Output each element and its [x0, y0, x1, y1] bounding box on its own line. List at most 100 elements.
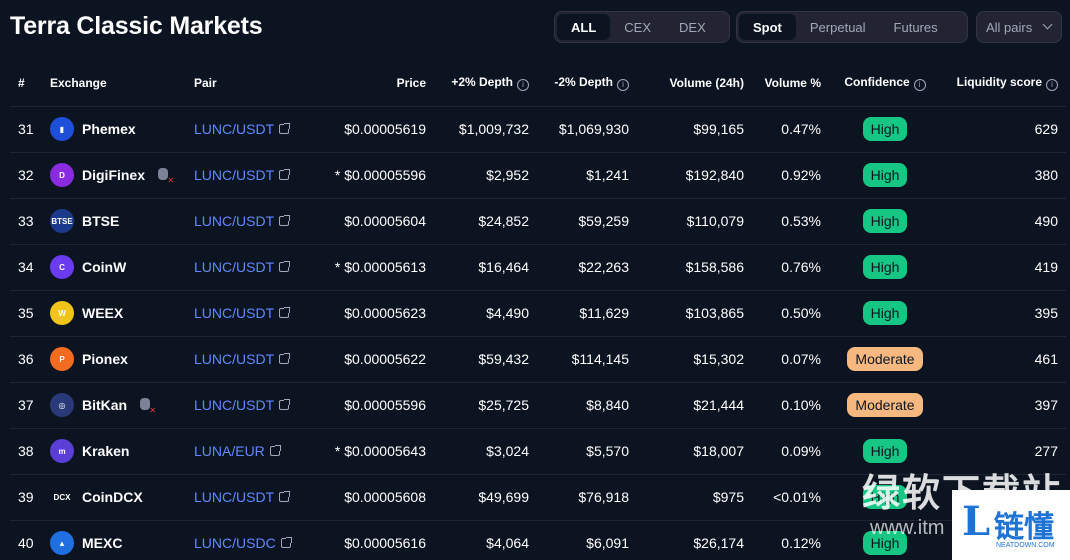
info-icon[interactable]: i [1046, 78, 1058, 91]
col-price[interactable]: Price [306, 60, 434, 107]
rank-cell: 37 [10, 382, 42, 429]
table-row[interactable]: 35 W WEEX LUNC/USDT $0.00005623 $4,490 $11,629… [10, 290, 1066, 337]
rank-cell: 38 [10, 428, 42, 475]
volume-pct-cell: 0.07% [752, 336, 829, 383]
price-cell: * $0.00005596 [306, 152, 434, 199]
pair-cell[interactable]: LUNC/USDT [186, 290, 306, 337]
col-depth-minus[interactable]: -2% Depth i [537, 60, 637, 107]
col-rank[interactable]: # [10, 60, 42, 107]
price-cell: * $0.00005643 [306, 428, 434, 475]
info-icon[interactable]: i [517, 78, 529, 91]
exchange-cell[interactable]: D DigiFinex [42, 152, 186, 199]
exchange-cell[interactable]: ▮ Phemex [42, 106, 186, 153]
pair-link[interactable]: LUNC/USDT [194, 121, 275, 137]
pair-cell[interactable]: LUNC/USDT [186, 474, 306, 521]
depth-minus-cell: $8,840 [537, 382, 637, 429]
exchange-cell[interactable]: DCX CoinDCX [42, 474, 186, 521]
exchange-cell[interactable]: ◎ BitKan [42, 382, 186, 429]
confidence-cell: High [829, 290, 941, 337]
info-icon[interactable]: i [617, 78, 629, 91]
pair-cell[interactable]: LUNC/USDT [186, 244, 306, 291]
col-confidence[interactable]: Confidence i [829, 60, 941, 107]
confidence-cell: High [829, 520, 941, 560]
volume-cell: $158,586 [637, 244, 752, 291]
pair-link[interactable]: LUNC/USDT [194, 305, 275, 321]
info-icon[interactable]: i [913, 78, 926, 91]
pair-link[interactable]: LUNC/USDT [194, 397, 275, 413]
confidence-badge: Moderate [847, 347, 923, 371]
exchange-cell[interactable]: P Pionex [42, 336, 186, 383]
exchange-cell[interactable]: C CoinW [42, 244, 186, 291]
col-liquidity[interactable]: Liquidity score i [941, 60, 1066, 107]
pair-link[interactable]: LUNC/USDT [194, 351, 275, 367]
warning-icon[interactable] [139, 398, 156, 415]
confidence-badge: High [862, 531, 908, 555]
pair-link[interactable]: LUNC/USDT [194, 213, 275, 229]
watermark-logo-text: 链懂 [994, 511, 1054, 544]
pair-cell[interactable]: LUNC/USDT [186, 152, 306, 199]
pairs-dropdown[interactable]: All pairs [976, 11, 1062, 43]
liquidity-cell: 397 [941, 382, 1066, 429]
filter-perpetual-button[interactable]: Perpetual [809, 19, 866, 35]
confidence-badge: High [862, 117, 908, 141]
pair-link[interactable]: LUNC/USDT [194, 259, 275, 275]
external-link-icon[interactable] [279, 261, 291, 272]
external-link-icon[interactable] [280, 537, 292, 548]
pair-cell[interactable]: LUNC/USDT [186, 336, 306, 383]
external-link-icon[interactable] [279, 123, 291, 134]
external-link-icon[interactable] [269, 445, 281, 456]
table-row[interactable]: 40 ▲ MEXC LUNC/USDC $0.00005616 $4,064 $6,091 $… [10, 520, 1066, 560]
volume-pct-cell: 0.76% [752, 244, 829, 291]
exchange-name: CoinDCX [82, 489, 143, 505]
col-depth-plus[interactable]: +2% Depth i [434, 60, 537, 107]
warning-icon[interactable] [157, 168, 174, 185]
external-link-icon[interactable] [279, 215, 291, 226]
exchange-name: MEXC [82, 535, 123, 551]
filter-cex-button[interactable]: CEX [624, 19, 652, 35]
pair-cell[interactable]: LUNC/USDC [186, 520, 306, 560]
exchange-cell[interactable]: ▲ MEXC [42, 520, 186, 560]
pair-link[interactable]: LUNC/USDC [194, 535, 276, 551]
table-row[interactable]: 34 C CoinW LUNC/USDT * $0.00005613 $16,464 $22… [10, 244, 1066, 291]
table-row[interactable]: 38 m Kraken LUNA/EUR * $0.00005643 $3,024 $5,5… [10, 428, 1066, 475]
filter-spot-button[interactable]: Spot [739, 14, 796, 40]
exchange-cell[interactable]: m Kraken [42, 428, 186, 475]
filter-dex-button[interactable]: DEX [679, 19, 706, 35]
external-link-icon[interactable] [279, 491, 291, 502]
pair-cell[interactable]: LUNC/USDT [186, 382, 306, 429]
market-type-filter: Spot Perpetual Futures [736, 11, 968, 43]
table-row[interactable]: 39 DCX CoinDCX LUNC/USDT $0.00005608 $49,699 $… [10, 474, 1066, 521]
exchange-cell[interactable]: W WEEX [42, 290, 186, 337]
pair-cell[interactable]: LUNC/USDT [186, 198, 306, 245]
rank-cell: 31 [10, 106, 42, 153]
depth-minus-cell: $114,145 [537, 336, 637, 383]
col-exchange[interactable]: Exchange [42, 60, 186, 107]
filter-futures-button[interactable]: Futures [893, 19, 938, 35]
depth-plus-cell: $25,725 [434, 382, 537, 429]
confidence-cell: High [829, 152, 941, 199]
pair-link[interactable]: LUNC/USDT [194, 167, 275, 183]
external-link-icon[interactable] [279, 307, 291, 318]
depth-minus-cell: $59,259 [537, 198, 637, 245]
depth-plus-cell: $1,009,732 [434, 106, 537, 153]
table-row[interactable]: 31 ▮ Phemex LUNC/USDT $0.00005619 $1,009,732 $… [10, 106, 1066, 153]
table-row[interactable]: 36 P Pionex LUNC/USDT $0.00005622 $59,432 $114… [10, 336, 1066, 383]
pair-cell[interactable]: LUNC/USDT [186, 106, 306, 153]
pair-link[interactable]: LUNC/USDT [194, 489, 275, 505]
table-row[interactable]: 37 ◎ BitKan LUNC/USDT $0.00005596$25,725$8,8… [10, 382, 1066, 429]
filter-all-button[interactable]: ALL [557, 14, 611, 40]
table-row[interactable]: 33 BTSE BTSE LUNC/USDT $0.00005604 $24,852 $59… [10, 198, 1066, 245]
col-pair[interactable]: Pair [186, 60, 306, 107]
pair-cell[interactable]: LUNA/EUR [186, 428, 306, 475]
confidence-cell: High [829, 198, 941, 245]
external-link-icon[interactable] [279, 353, 291, 364]
external-link-icon[interactable] [279, 169, 291, 180]
price-cell: $0.00005608 [306, 474, 434, 521]
external-link-icon[interactable] [279, 399, 291, 410]
col-volume[interactable]: Volume (24h) [637, 60, 752, 107]
col-volume-pct[interactable]: Volume % [752, 60, 829, 107]
exchange-cell[interactable]: BTSE BTSE [42, 198, 186, 245]
table-row[interactable]: 32 D DigiFinex LUNC/USDT * $0.00005596$2,952… [10, 152, 1066, 199]
liquidity-cell: 380 [941, 152, 1066, 199]
pair-link[interactable]: LUNA/EUR [194, 443, 265, 459]
